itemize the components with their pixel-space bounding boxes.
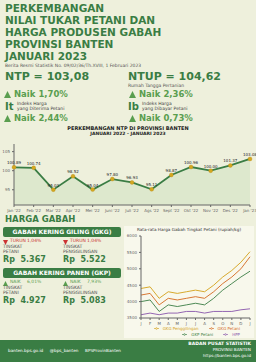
html-text:TINGKAT: TINGKAT: [3, 244, 23, 249]
svg-text:100.96: 100.96: [184, 160, 198, 165]
html-text:PETANI: PETANI: [3, 290, 19, 295]
html-text:Rp 5.522: Rp 5.522: [63, 255, 106, 264]
svg-text:Apr '22: Apr '22: [66, 208, 81, 213]
html-text:Indeks Harga: Indeks Harga: [142, 101, 172, 106]
html-text:Naik 1,70%: Naik 1,70%: [14, 89, 68, 99]
html-text:GKG Penggilingan: GKG Penggilingan: [162, 326, 199, 331]
html-text:Indeks Harga: Indeks Harga: [17, 101, 47, 106]
svg-text:Feb '22: Feb '22: [26, 208, 41, 213]
svg-text:100: 100: [8, 168, 10, 173]
html-text:NAIK: NAIK: [70, 279, 81, 284]
html-text:Naik 0,73%: Naik 0,73%: [139, 113, 193, 123]
svg-text:S: S: [212, 321, 215, 326]
svg-text:Mar '22: Mar '22: [46, 208, 61, 213]
html-text:JANUARI 2022 - JANUARI 2023: JANUARI 2022 - JANUARI 2023: [90, 131, 166, 136]
svg-text:D: D: [239, 321, 242, 326]
svg-text:J: J: [139, 321, 141, 326]
svg-text:5000: 5000: [127, 266, 138, 271]
html-text:NAIK: NAIK: [10, 279, 21, 284]
html-text:yang Diterima Petani: yang Diterima Petani: [17, 106, 65, 111]
svg-text:Juli '22: Juli '22: [124, 208, 139, 213]
html-text:7,93%: 7,93%: [87, 279, 102, 284]
html-text:NTP = 103,08: NTP = 103,08: [5, 70, 90, 83]
html-text:HARGA GABAH: HARGA GABAH: [5, 214, 76, 224]
html-text:JANUARI 2023: JANUARI 2023: [5, 50, 87, 62]
svg-text:Okt '22: Okt '22: [184, 208, 199, 213]
html-text:banten.bps.go.id @bps_banten B: banten.bps.go.id @bps_banten BPSProvinBa…: [8, 348, 121, 353]
svg-text:Nov '22: Nov '22: [203, 208, 219, 213]
html-text:https://banten.bps.go.id: https://banten.bps.go.id: [203, 353, 251, 358]
svg-text:95.11: 95.11: [146, 182, 158, 187]
html-text:Rp 4.927: Rp 4.927: [3, 296, 46, 305]
svg-text:98.52: 98.52: [67, 169, 79, 174]
html-text:TURUN 1,04%: TURUN 1,04%: [10, 238, 42, 243]
html-text:NTUP = 104,62: NTUP = 104,62: [128, 70, 221, 83]
svg-text:Juni '22: Juni '22: [104, 208, 120, 213]
html-text:PERKEMBANGAN NTP DI PROVINSI B: PERKEMBANGAN NTP DI PROVINSI BANTEN: [67, 125, 189, 131]
svg-text:100.89: 100.89: [8, 160, 21, 165]
svg-text:A: A: [167, 321, 170, 326]
html-text:HARGA PRODUSEN GABAH: HARGA PRODUSEN GABAH: [5, 26, 162, 38]
svg-text:J: J: [185, 321, 187, 326]
svg-text:J: J: [194, 321, 196, 326]
svg-text:Sept '22: Sept '22: [163, 208, 180, 213]
svg-text:4000: 4000: [127, 299, 138, 304]
svg-text:3500: 3500: [127, 315, 138, 320]
html-text:Berita Resmi Statistik No. 09/: Berita Resmi Statistik No. 09/02/36/Th.X…: [5, 63, 142, 68]
html-text:BADAN PUSAT STATISTIK: BADAN PUSAT STATISTIK: [188, 341, 251, 346]
svg-text:97.80: 97.80: [107, 172, 119, 177]
svg-text:100.00: 100.00: [204, 164, 218, 169]
html-text:Rata-rata Harga Gabah Tingkat: Rata-rata Harga Gabah Tingkat Petani (ru…: [136, 227, 242, 232]
svg-text:M: M: [176, 321, 180, 326]
svg-text:4500: 4500: [127, 283, 138, 288]
html-text:GABAH KERING GILING (GKG): GABAH KERING GILING (GKG): [12, 228, 112, 235]
svg-text:103.08: 103.08: [243, 152, 248, 157]
html-text:PETANI: PETANI: [3, 249, 19, 254]
html-text:Rp 5.367: Rp 5.367: [3, 255, 46, 264]
svg-text:Des '22: Des '22: [223, 208, 239, 213]
html-text:yang Dibayar Petani: yang Dibayar Petani: [142, 106, 188, 111]
svg-text:96.93: 96.93: [126, 175, 138, 180]
html-text:TINGKAT: TINGKAT: [63, 285, 83, 290]
html-text:Rp 5.083: Rp 5.083: [63, 296, 106, 305]
html-text:6,01%: 6,01%: [27, 279, 42, 284]
svg-text:95: 95: [8, 187, 10, 192]
html-text:GKP Petani: GKP Petani: [191, 332, 214, 337]
html-text:It: It: [5, 101, 14, 112]
svg-text:A: A: [203, 321, 206, 326]
svg-text:O: O: [221, 321, 224, 326]
svg-text:Jan '22: Jan '22: [8, 208, 21, 213]
svg-text:Ags '22: Ags '22: [144, 208, 159, 213]
html-text:TINGKAT: TINGKAT: [63, 244, 83, 249]
svg-text:95.03: 95.03: [48, 183, 60, 188]
svg-text:N: N: [230, 321, 233, 326]
html-text:PENGGILINGAN: PENGGILINGAN: [63, 249, 98, 254]
svg-text:101.37: 101.37: [223, 158, 237, 163]
svg-text:Mei '22: Mei '22: [85, 208, 100, 213]
svg-text:100.74: 100.74: [27, 161, 41, 166]
svg-text:98.87: 98.87: [166, 168, 178, 173]
html-text:PROVINSI BANTEN: PROVINSI BANTEN: [212, 347, 251, 352]
svg-text:F: F: [149, 321, 152, 326]
html-text:Naik 2,44%: Naik 2,44%: [14, 113, 68, 123]
html-text:TURUN 1,04%: TURUN 1,04%: [70, 238, 102, 243]
html-text:Ib: Ib: [128, 101, 139, 112]
html-text:TINGKAT: TINGKAT: [3, 285, 23, 290]
html-text:GABAH KERING PANEN (GKP): GABAH KERING PANEN (GKP): [13, 269, 111, 276]
svg-text:M: M: [157, 321, 161, 326]
html-text:Naik 2,36%: Naik 2,36%: [139, 89, 193, 99]
svg-text:5500: 5500: [127, 250, 138, 255]
html-text:PENGGILINGAN: PENGGILINGAN: [63, 290, 98, 295]
html-text:PROVINSI BANTEN: PROVINSI BANTEN: [5, 38, 114, 50]
svg-text:95.04: 95.04: [87, 183, 99, 188]
html-text:NILAI TUKAR PETANI DAN: NILAI TUKAR PETANI DAN: [5, 14, 156, 26]
html-text:HPP: HPP: [232, 332, 240, 337]
svg-text:Jan '23: Jan '23: [242, 208, 248, 213]
html-text:GKG Petani: GKG Petani: [217, 326, 240, 331]
html-text:PERKEMBANGAN: PERKEMBANGAN: [5, 2, 105, 14]
svg-text:105: 105: [8, 149, 10, 154]
html-text:Rumah Tangga Pertanian: Rumah Tangga Pertanian: [128, 83, 185, 88]
svg-text:6000: 6000: [127, 233, 138, 238]
